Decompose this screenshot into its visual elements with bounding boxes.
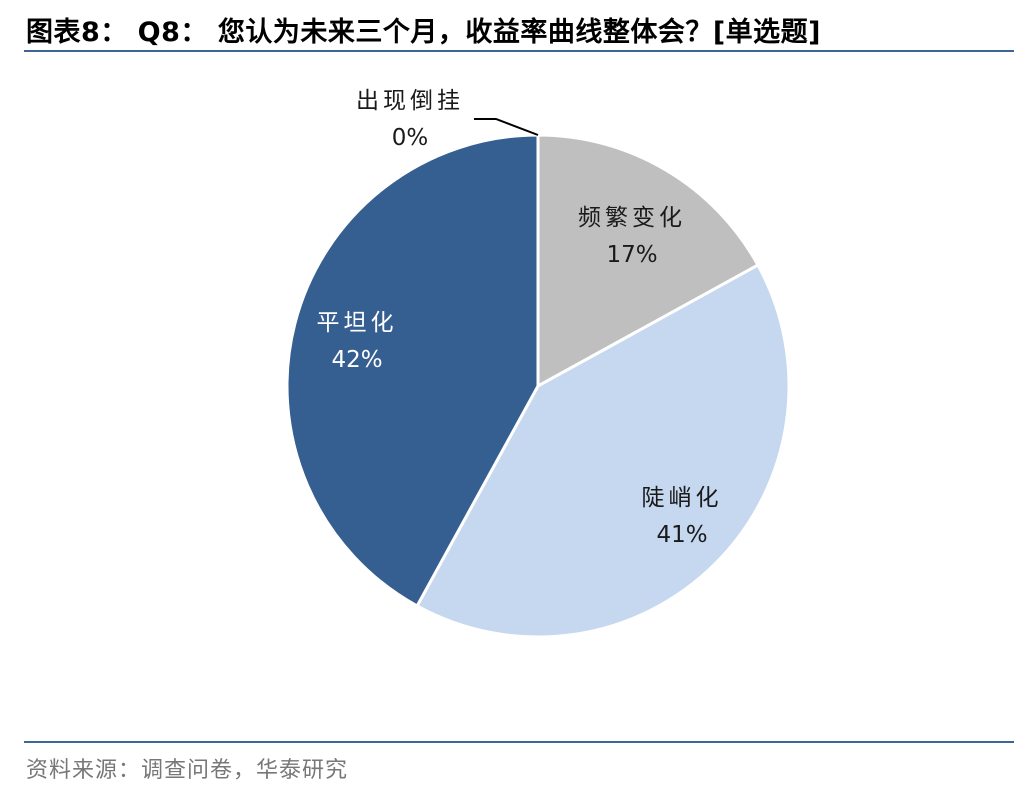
slice-value-4: 42% — [331, 347, 382, 373]
leader-line — [474, 118, 539, 136]
source-note: 资料来源：调查问卷，华泰研究 — [26, 758, 349, 783]
pie-slice-4 — [285, 133, 540, 608]
chart-title: 图表8： Q8： 您认为未来三个月，收益率曲线整体会？[单选题] — [26, 17, 822, 48]
pie-slice-2 — [536, 133, 760, 388]
pie-slice-3 — [415, 263, 791, 639]
slice-label-3: 陡峭化 — [642, 485, 723, 511]
footer-divider — [24, 741, 1014, 743]
slice-label-1: 出现倒挂 — [356, 88, 464, 114]
title-divider — [24, 50, 1014, 52]
slice-value-1: 0% — [392, 125, 429, 151]
slice-label-4: 平坦化 — [317, 310, 398, 336]
slice-label-2: 频繁变化 — [578, 205, 686, 231]
slice-value-3: 41% — [656, 522, 707, 548]
slice-value-2: 17% — [606, 242, 657, 268]
